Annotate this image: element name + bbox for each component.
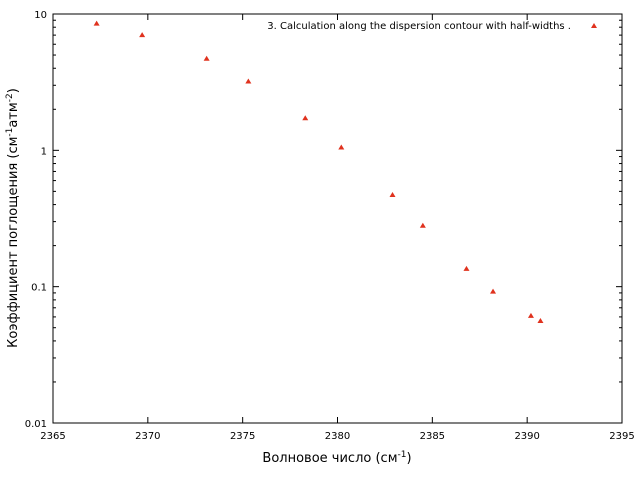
y-tick-label: 0.1	[31, 283, 47, 294]
data-point	[203, 55, 210, 61]
x-tick-label: 2365	[40, 431, 65, 442]
data-point	[419, 222, 426, 228]
data-points	[93, 20, 544, 323]
x-tick-label: 2385	[420, 431, 445, 442]
data-point	[463, 265, 470, 271]
legend-marker	[591, 23, 597, 28]
data-point	[245, 78, 252, 84]
plot-frame	[52, 13, 623, 424]
x-tick-label: 2380	[325, 431, 350, 442]
data-point	[527, 312, 534, 318]
y-tick-label: 1	[41, 146, 47, 157]
y-axis-title: Коэффициент поглощения (см-1атм-2)	[5, 88, 21, 348]
y-tick-label: 10	[34, 10, 47, 21]
x-tick-label: 2395	[609, 431, 634, 442]
legend-label: 3. Calculation along the dispersion cont…	[267, 21, 571, 32]
data-point	[389, 192, 396, 198]
data-point	[490, 288, 497, 294]
x-tick-label: 2370	[135, 431, 160, 442]
data-point	[537, 317, 544, 323]
x-tick-label: 2375	[230, 431, 255, 442]
data-point	[139, 32, 146, 38]
axis-ticks: 2365 2370 2375 2380 2385 2390 2395 0.01 0.1 1 10	[25, 10, 635, 442]
x-tick-label: 2390	[514, 431, 539, 442]
x-axis-title: Волновое число (см-1)	[262, 450, 411, 466]
data-point	[302, 115, 309, 121]
data-point	[93, 20, 100, 26]
data-point	[338, 144, 345, 150]
y-tick-label: 0.01	[25, 419, 47, 430]
